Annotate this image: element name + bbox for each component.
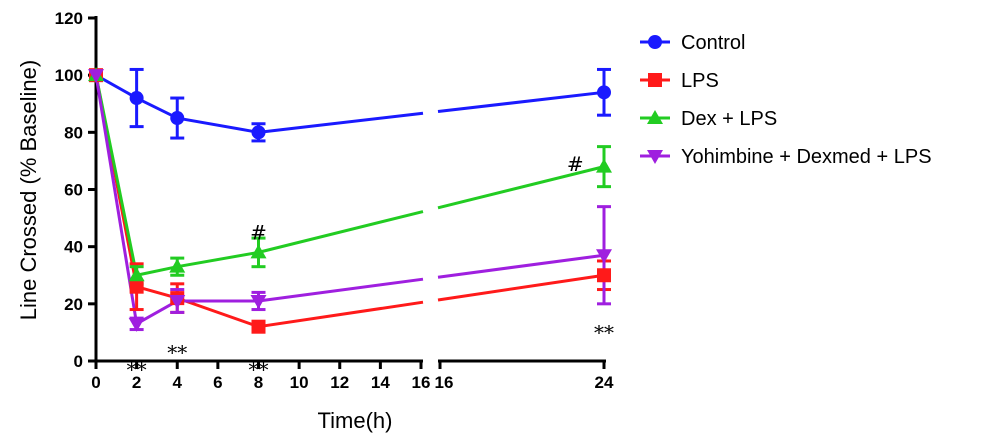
x-tick-label: 16	[412, 373, 431, 392]
data-point	[169, 258, 186, 273]
series-line-segment	[176, 250, 259, 269]
x-tick-label: 24	[595, 373, 614, 392]
data-point	[597, 85, 611, 100]
data-points	[88, 67, 612, 334]
y-tick-label: 120	[55, 9, 83, 28]
data-point	[129, 279, 144, 294]
x-tick-label: 12	[330, 373, 349, 392]
series-line-segment	[258, 300, 424, 329]
series-line-segment	[437, 273, 605, 302]
legend-marker	[647, 110, 663, 124]
x-tick-label: 10	[290, 373, 309, 392]
legend-label: Dex + LPS	[681, 108, 777, 130]
data-point	[169, 294, 186, 309]
x-axis-label: Time(h)	[318, 408, 393, 433]
data-point	[597, 268, 611, 283]
legend-item: Control	[640, 32, 745, 54]
series-line-segment	[258, 210, 424, 254]
significance-annotation: #	[250, 220, 267, 244]
y-axis-label: Line Crossed (% Baseline)	[16, 60, 41, 320]
y-tick-label: 0	[74, 352, 83, 371]
data-point	[251, 319, 266, 334]
legend-item: LPS	[640, 70, 719, 92]
legend-marker	[647, 150, 663, 164]
series-line-segment	[176, 116, 259, 134]
y-tick-label: 20	[64, 295, 83, 314]
series-line-segment	[437, 253, 605, 279]
axes	[88, 16, 606, 369]
y-tick-label: 40	[64, 238, 83, 257]
legend-label: LPS	[681, 70, 719, 92]
legend: Control LPS Dex + LPS Yohimbine + Dexmed + …	[640, 32, 932, 168]
y-tick-label: 60	[64, 181, 83, 200]
data-point	[129, 91, 144, 106]
x-tick-label: 8	[254, 373, 263, 392]
data-point	[128, 267, 145, 282]
series-line-segment	[135, 96, 178, 120]
x-tick-label: 2	[132, 373, 141, 392]
legend-marker	[648, 73, 662, 87]
data-point	[250, 244, 267, 259]
significance-annotation: **	[594, 320, 614, 344]
y-tick-label: 80	[64, 123, 83, 142]
series-line-segment	[258, 277, 424, 303]
significance-annotations: ** ** ** # # **	[127, 152, 614, 382]
data-point	[251, 125, 266, 140]
x-tick-label: 16	[435, 373, 454, 392]
series-line-segment	[437, 165, 605, 210]
series-line-segment	[136, 265, 178, 277]
legend-marker	[648, 35, 662, 49]
y-tick-label: 100	[55, 66, 83, 85]
significance-annotation: **	[167, 340, 187, 364]
data-point	[128, 317, 145, 332]
series-line-segment	[176, 296, 259, 329]
significance-annotation: **	[127, 358, 147, 382]
series-lines	[94, 73, 605, 329]
legend-item: Dex + LPS	[640, 108, 777, 130]
legend-item: Yohimbine + Dexmed + LPS	[640, 146, 932, 168]
legend-label: Yohimbine + Dexmed + LPS	[681, 146, 932, 168]
series-line-segment	[437, 90, 605, 114]
x-tick-label: 6	[213, 373, 222, 392]
error-bars	[129, 67, 611, 332]
x-tick-label: 0	[91, 373, 100, 392]
x-tick-label: 4	[173, 373, 183, 392]
legend-label: Control	[681, 32, 745, 54]
data-point	[596, 158, 612, 173]
data-point	[250, 294, 267, 309]
x-tick-label: 14	[371, 373, 390, 392]
significance-annotation: **	[249, 358, 269, 382]
data-point	[88, 69, 104, 84]
data-point	[170, 111, 185, 126]
significance-annotation: #	[567, 152, 584, 176]
series-line-segment	[258, 111, 424, 134]
data-point	[596, 249, 612, 264]
